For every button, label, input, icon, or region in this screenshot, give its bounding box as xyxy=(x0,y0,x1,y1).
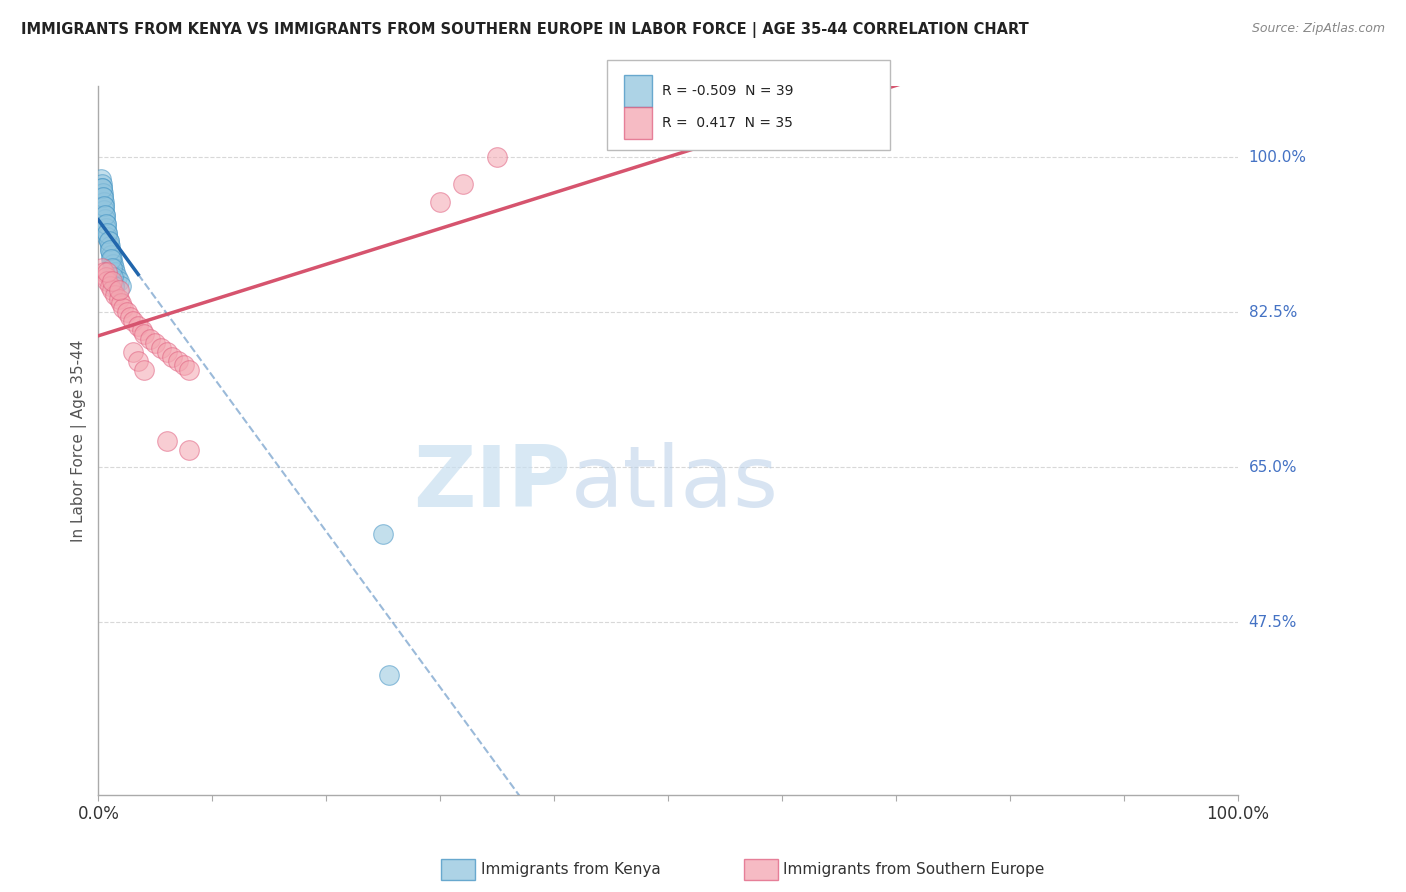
Text: Immigrants from Kenya: Immigrants from Kenya xyxy=(481,863,661,877)
Point xyxy=(93,194,115,209)
Y-axis label: In Labor Force | Age 35-44: In Labor Force | Age 35-44 xyxy=(72,340,87,542)
Point xyxy=(93,203,115,218)
Point xyxy=(132,327,155,342)
Point xyxy=(98,278,121,293)
Point xyxy=(90,177,112,191)
Text: Source: ZipAtlas.com: Source: ZipAtlas.com xyxy=(1251,22,1385,36)
Point xyxy=(131,323,153,337)
Point xyxy=(96,217,118,231)
Point xyxy=(110,278,132,293)
Point xyxy=(167,354,190,368)
Point xyxy=(90,181,112,195)
Point xyxy=(105,269,128,284)
Point xyxy=(93,199,115,213)
Point xyxy=(101,269,124,284)
Point xyxy=(112,301,135,315)
Point xyxy=(486,150,509,164)
Text: 100.0%: 100.0% xyxy=(1249,150,1306,165)
Point xyxy=(96,265,118,279)
Text: R =  0.417  N = 35: R = 0.417 N = 35 xyxy=(662,116,793,130)
Point xyxy=(110,296,132,310)
Text: 82.5%: 82.5% xyxy=(1249,305,1296,319)
Point xyxy=(100,252,122,266)
Point xyxy=(373,526,395,541)
Point xyxy=(93,265,115,279)
Point xyxy=(94,208,117,222)
Point xyxy=(103,260,125,275)
Point xyxy=(429,194,451,209)
Point xyxy=(103,278,125,293)
Text: R = -0.509  N = 39: R = -0.509 N = 39 xyxy=(662,84,794,98)
Text: 47.5%: 47.5% xyxy=(1249,615,1296,630)
Point xyxy=(90,260,112,275)
Point xyxy=(451,177,474,191)
Point xyxy=(108,274,131,288)
Text: atlas: atlas xyxy=(571,442,779,524)
Point xyxy=(121,314,143,328)
Point xyxy=(138,332,160,346)
Point xyxy=(91,186,114,200)
Text: Immigrants from Southern Europe: Immigrants from Southern Europe xyxy=(783,863,1045,877)
Point xyxy=(378,668,401,682)
Point xyxy=(93,199,115,213)
Point xyxy=(101,274,124,288)
Point xyxy=(97,235,120,249)
Point xyxy=(179,442,201,457)
Point xyxy=(115,305,138,319)
Point xyxy=(96,226,118,240)
Point xyxy=(101,260,124,275)
Point xyxy=(96,274,118,288)
Point xyxy=(98,239,121,253)
Point xyxy=(96,226,118,240)
Point xyxy=(101,252,124,266)
Point xyxy=(132,363,155,377)
Point xyxy=(101,256,124,270)
Point xyxy=(98,244,121,258)
Point xyxy=(100,248,122,262)
Point xyxy=(104,265,127,279)
Point xyxy=(120,310,142,324)
Point xyxy=(179,363,201,377)
Point xyxy=(91,190,114,204)
Text: ZIP: ZIP xyxy=(413,442,571,524)
Point xyxy=(96,230,118,244)
Point xyxy=(143,336,166,351)
Point xyxy=(150,341,173,355)
Point xyxy=(162,350,184,364)
Point xyxy=(97,235,120,249)
Text: 65.0%: 65.0% xyxy=(1249,459,1298,475)
Point xyxy=(121,345,143,359)
Point xyxy=(96,221,118,235)
Point xyxy=(104,287,127,301)
Point xyxy=(127,318,149,333)
Point xyxy=(108,292,131,306)
Point xyxy=(127,354,149,368)
Point xyxy=(101,283,124,297)
Point xyxy=(91,190,114,204)
Point xyxy=(173,359,195,373)
Point xyxy=(156,345,179,359)
Point xyxy=(90,181,112,195)
Point xyxy=(96,217,118,231)
Point xyxy=(98,244,121,258)
Text: IMMIGRANTS FROM KENYA VS IMMIGRANTS FROM SOUTHERN EUROPE IN LABOR FORCE | AGE 35: IMMIGRANTS FROM KENYA VS IMMIGRANTS FROM… xyxy=(21,22,1029,38)
Point xyxy=(96,269,118,284)
Point xyxy=(156,434,179,448)
Point xyxy=(108,283,131,297)
Point xyxy=(94,208,117,222)
Point xyxy=(90,172,112,186)
Point xyxy=(94,212,117,227)
